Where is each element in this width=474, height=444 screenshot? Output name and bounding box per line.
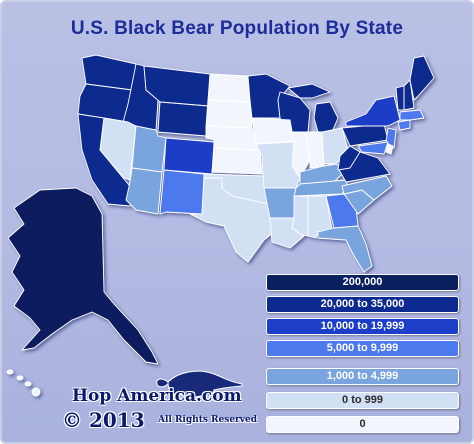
state-new-hampshire[interactable] — [403, 79, 415, 111]
legend-item-2: 20,000 to 35,000 — [266, 296, 459, 313]
state-michigan[interactable] — [313, 101, 339, 133]
state-west-virginia[interactable] — [337, 145, 361, 171]
state-missouri[interactable] — [255, 141, 301, 189]
legend-item-5: 1,000 to 4,999 — [266, 368, 459, 385]
state-florida[interactable] — [317, 225, 373, 273]
copyright-year: © 2013 — [62, 408, 145, 432]
state-massachusetts[interactable] — [399, 109, 425, 121]
state-maryland[interactable] — [357, 141, 389, 155]
state-alaska[interactable] — [7, 187, 159, 365]
state-kansas[interactable] — [211, 147, 263, 175]
legend-item-3: 10,000 to 19,999 — [266, 318, 459, 335]
state-colorado[interactable] — [163, 137, 215, 175]
state-connecticut[interactable] — [397, 119, 411, 131]
anteater-icon — [156, 370, 243, 398]
state-south-dakota[interactable] — [205, 99, 253, 129]
state-new-york[interactable] — [345, 95, 401, 127]
state-arizona[interactable] — [125, 167, 163, 215]
state-north-dakota[interactable] — [207, 73, 251, 103]
legend-item-6: 0 to 999 — [266, 392, 459, 409]
state-new-jersey[interactable] — [385, 127, 397, 149]
site-name: Hop America.com — [72, 386, 242, 406]
state-arkansas[interactable] — [263, 187, 297, 219]
state-hawaii-3[interactable] — [24, 381, 32, 387]
legend-item-4: 5,000 to 9,999 — [266, 340, 459, 357]
state-nebraska[interactable] — [205, 125, 261, 151]
state-utah[interactable] — [131, 125, 167, 173]
state-new-mexico[interactable] — [159, 169, 205, 215]
state-michigan-upper[interactable] — [287, 83, 331, 99]
state-texas[interactable] — [189, 177, 287, 263]
state-indiana[interactable] — [305, 131, 325, 169]
state-vermont[interactable] — [395, 85, 405, 111]
state-hawaii-1[interactable] — [6, 369, 14, 375]
state-mississippi[interactable] — [291, 195, 309, 237]
state-hawaii-4[interactable] — [31, 387, 41, 397]
state-north-carolina[interactable] — [341, 175, 393, 201]
legend-item-1: 200,000 — [266, 274, 459, 291]
map-title: U.S. Black Bear Population By State — [70, 18, 404, 39]
state-iowa[interactable] — [251, 117, 295, 145]
state-hawaii-2[interactable] — [16, 375, 24, 381]
state-wyoming[interactable] — [157, 101, 209, 137]
state-maine[interactable] — [409, 55, 435, 101]
rights-reserved: All Rights Reserved — [158, 415, 258, 425]
state-delaware[interactable] — [385, 143, 394, 155]
legend-item-7: 0 — [266, 416, 459, 433]
